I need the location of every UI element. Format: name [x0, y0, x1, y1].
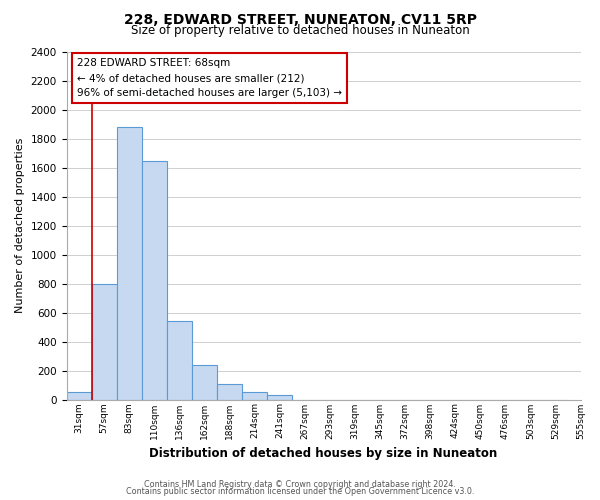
Text: Size of property relative to detached houses in Nuneaton: Size of property relative to detached ho…: [131, 24, 469, 37]
Bar: [67, 392, 92, 400]
Bar: [167, 321, 192, 400]
Y-axis label: Number of detached properties: Number of detached properties: [15, 138, 25, 313]
Bar: [92, 284, 116, 400]
Text: 228, EDWARD STREET, NUNEATON, CV11 5RP: 228, EDWARD STREET, NUNEATON, CV11 5RP: [124, 12, 476, 26]
Bar: [267, 395, 292, 400]
Bar: [116, 127, 142, 400]
Text: Contains HM Land Registry data © Crown copyright and database right 2024.: Contains HM Land Registry data © Crown c…: [144, 480, 456, 489]
Text: 228 EDWARD STREET: 68sqm
← 4% of detached houses are smaller (212)
96% of semi-d: 228 EDWARD STREET: 68sqm ← 4% of detache…: [77, 58, 342, 98]
Text: Contains public sector information licensed under the Open Government Licence v3: Contains public sector information licen…: [126, 487, 474, 496]
Bar: [242, 392, 267, 400]
X-axis label: Distribution of detached houses by size in Nuneaton: Distribution of detached houses by size …: [149, 447, 497, 460]
Bar: [217, 384, 242, 400]
Bar: [142, 161, 167, 400]
Bar: [192, 366, 217, 400]
